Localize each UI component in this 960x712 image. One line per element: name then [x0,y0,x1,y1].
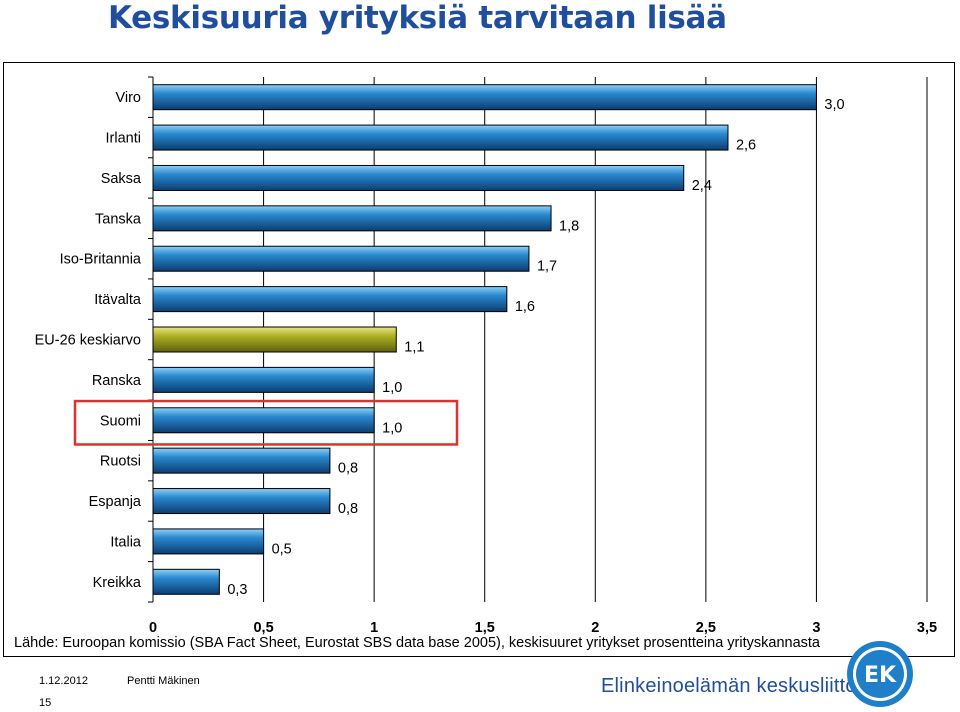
bar [152,366,375,393]
logo-text: EK [864,663,897,688]
category-label: Tanska [95,211,142,227]
category-label: EU-26 keskiarvo [35,333,141,349]
bar [152,407,375,434]
x-tick-label: 3,5 [917,620,937,636]
bar [152,286,508,313]
value-label: 1,6 [515,299,535,315]
bar [152,84,817,111]
category-label: Itävalta [94,292,142,308]
category-label: Italia [110,534,142,550]
x-tick-label: 3 [812,620,820,636]
x-tick-label: 1 [370,620,378,636]
x-tick-label: 0 [149,620,157,636]
source-note: Lähde: Euroopan komissio (SBA Fact Sheet… [14,635,820,651]
footer-date: 1.12.2012 [39,675,88,687]
value-label: 0,3 [227,582,247,598]
page-number: 15 [39,697,52,709]
bar [152,447,331,474]
bar [152,488,331,515]
value-label: 0,8 [338,461,358,477]
value-label: 1,0 [382,420,402,436]
x-tick-label: 2,5 [696,620,716,636]
value-label: 2,4 [692,178,712,194]
category-label: Viro [115,90,141,106]
ek-logo: EK [847,641,913,707]
value-label: 3,0 [824,97,844,113]
bar [152,326,397,353]
bar [152,205,552,232]
chart-frame [3,62,955,657]
category-label: Irlanti [106,131,141,147]
bar [152,164,685,191]
value-label: 1,8 [559,218,579,234]
category-label: Kreikka [93,575,142,591]
x-tick-label: 1,5 [475,620,495,636]
value-label: 1,0 [382,380,402,396]
category-label: Ruotsi [100,454,141,470]
value-label: 2,6 [736,138,756,154]
highlight-box [73,399,459,446]
x-tick-label: 0,5 [253,620,273,636]
bar [152,245,530,272]
category-label: Saksa [101,171,142,187]
organization-name: Elinkeinoelämän keskusliitto [601,675,857,697]
bar [152,568,220,595]
bar [152,124,729,151]
value-label: 1,7 [537,259,557,275]
category-label: Espanja [89,494,142,510]
value-label: 1,1 [404,340,424,356]
category-label: Iso-Britannia [60,252,142,268]
category-label: Suomi [100,413,141,429]
value-label: 0,8 [338,501,358,517]
page-title: Keskisuuria yrityksiä tarvitaan lisää [108,0,727,36]
bar [152,528,265,555]
value-label: 0,5 [272,541,292,557]
footer-author: Pentti Mäkinen [127,675,200,687]
x-tick-label: 2 [591,620,599,636]
category-label: Ranska [92,373,142,389]
